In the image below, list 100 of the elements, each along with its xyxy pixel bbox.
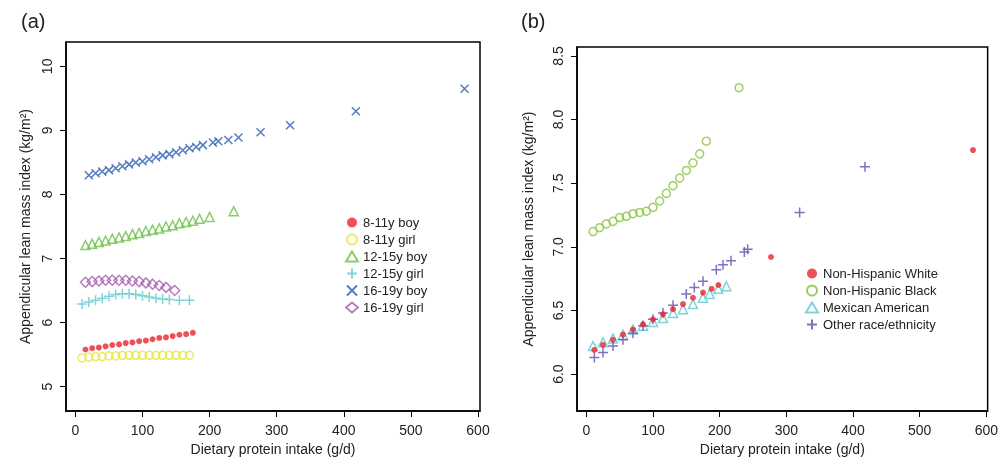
point <box>680 301 686 308</box>
legend-label: Mexican American <box>823 300 930 315</box>
point <box>184 143 195 154</box>
point <box>697 275 709 287</box>
point <box>160 281 172 294</box>
point <box>104 351 114 361</box>
point <box>167 219 178 231</box>
point <box>149 336 156 343</box>
point <box>162 334 169 341</box>
point <box>768 254 774 260</box>
point <box>107 233 118 244</box>
point <box>725 255 737 267</box>
y-tick-label: 9 <box>39 126 55 135</box>
chart-title: (a) <box>21 10 46 32</box>
point <box>144 350 154 361</box>
point <box>136 338 143 345</box>
point <box>717 258 729 271</box>
point <box>588 226 598 237</box>
point <box>657 307 669 319</box>
point <box>654 196 665 206</box>
point <box>176 331 183 338</box>
point <box>163 293 176 306</box>
point <box>194 213 205 225</box>
point <box>79 276 92 288</box>
y-tick-label: 10 <box>39 58 55 75</box>
point <box>123 288 135 300</box>
point <box>708 285 715 292</box>
legend-label: 8-11y boy <box>363 215 420 230</box>
x-tick-label: 500 <box>399 422 423 438</box>
point <box>151 152 161 163</box>
point <box>157 350 168 361</box>
point <box>130 288 142 301</box>
x-tick-label: 300 <box>774 422 799 438</box>
point <box>122 340 129 347</box>
point <box>687 298 699 310</box>
point <box>710 263 723 276</box>
legend-label: Non-Hispanic Black <box>823 283 937 298</box>
x-tick-label: 400 <box>332 422 356 438</box>
x-axis-title: Dietary protein intake (g/d) <box>190 440 356 457</box>
point <box>648 202 658 213</box>
point <box>129 339 136 346</box>
point <box>690 294 696 301</box>
point <box>204 211 215 223</box>
x-tick-label: 400 <box>841 422 865 438</box>
y-tick-label: 7.5 <box>550 173 566 193</box>
point <box>83 296 95 308</box>
point <box>285 120 295 131</box>
point <box>697 292 709 303</box>
point <box>588 351 601 364</box>
legend-label: 12-15y boy <box>363 249 428 264</box>
point <box>127 228 138 240</box>
point <box>178 145 188 156</box>
point <box>89 294 102 306</box>
point <box>169 333 176 340</box>
point <box>97 166 107 177</box>
point <box>103 290 115 303</box>
point <box>597 346 609 359</box>
point <box>174 218 185 229</box>
x-tick-label: 100 <box>130 422 155 438</box>
point <box>160 221 172 232</box>
point <box>80 239 91 251</box>
point <box>969 147 976 154</box>
point <box>628 208 638 219</box>
point <box>634 207 645 218</box>
point <box>119 274 132 287</box>
point <box>143 291 155 303</box>
point <box>131 157 141 168</box>
point <box>674 173 685 183</box>
point <box>140 225 152 237</box>
point <box>89 345 96 352</box>
point <box>137 350 148 361</box>
point <box>701 136 712 146</box>
point <box>117 350 128 361</box>
point <box>180 216 192 228</box>
x-tick-label: 0 <box>71 422 80 438</box>
point <box>704 288 715 300</box>
point <box>223 135 234 145</box>
point <box>668 180 678 191</box>
point <box>694 149 705 159</box>
y-axis-title: Appendicular lean mass index (kg/m²) <box>520 111 536 347</box>
point <box>90 168 101 179</box>
point <box>793 206 806 219</box>
x-tick-label: 100 <box>641 422 665 438</box>
point <box>133 275 145 288</box>
point <box>116 341 123 348</box>
point <box>76 298 88 310</box>
point <box>601 219 612 229</box>
point <box>255 127 266 138</box>
point <box>641 206 652 216</box>
point <box>859 160 871 173</box>
point <box>187 215 199 226</box>
point <box>164 350 175 361</box>
point <box>131 350 141 361</box>
point <box>351 106 361 116</box>
point <box>681 165 692 176</box>
chart-title: (b) <box>521 10 546 32</box>
point <box>77 353 87 363</box>
point <box>146 278 159 290</box>
point <box>614 212 625 223</box>
point <box>136 289 149 302</box>
